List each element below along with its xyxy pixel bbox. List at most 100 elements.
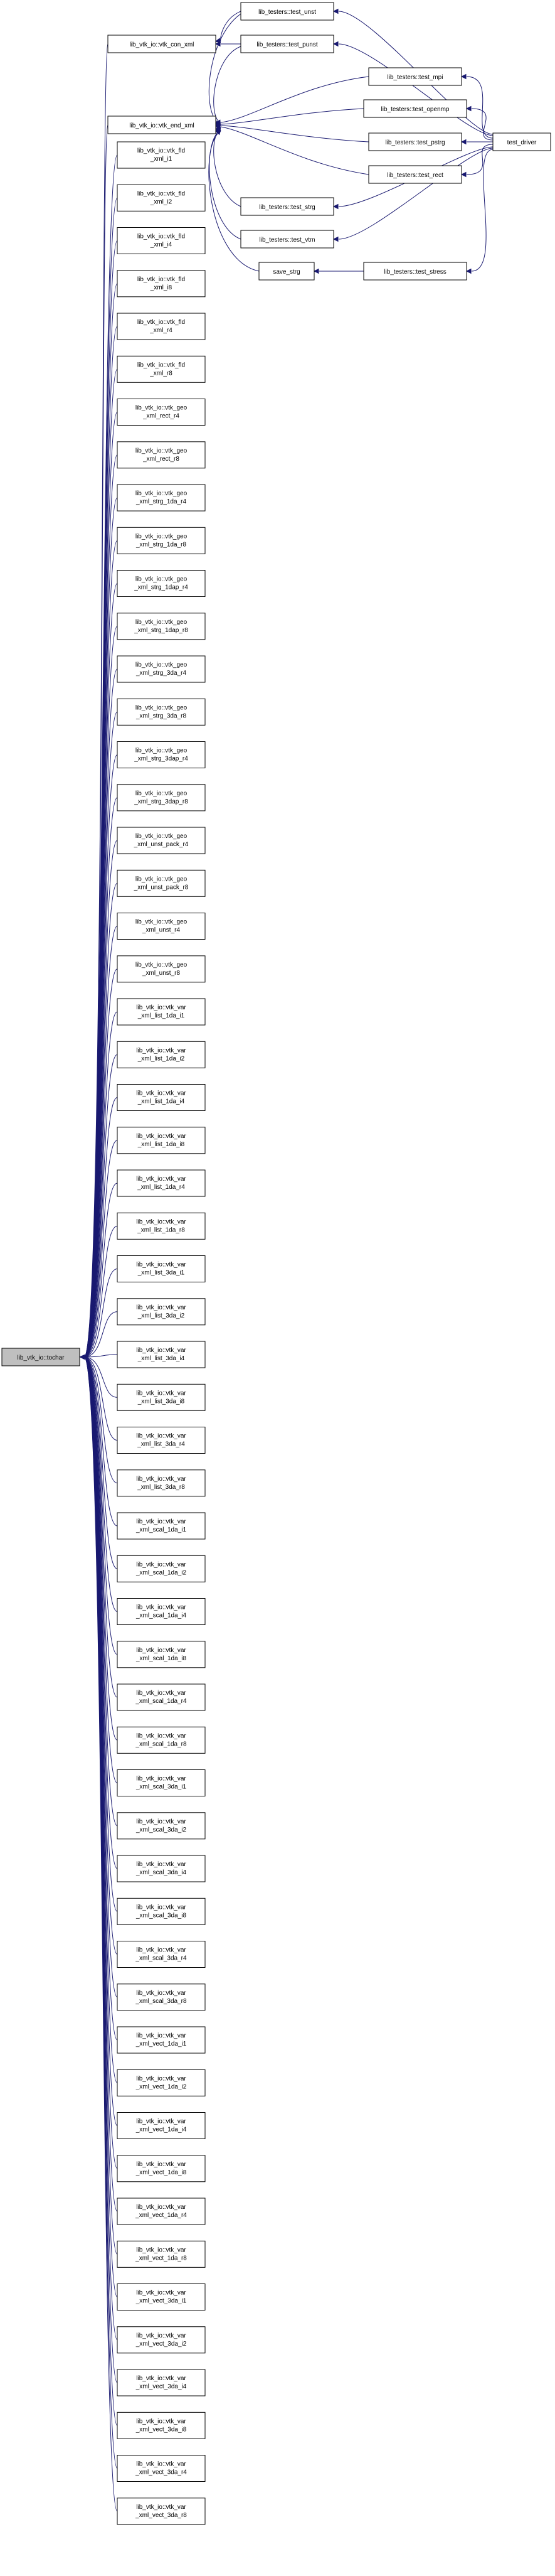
node-left-31[interactable]: lib_vtk_io::vtk_var_xml_list_3da_r4: [117, 1427, 206, 1454]
node-left-42[interactable]: lib_vtk_io::vtk_var_xml_scal_3da_i8: [117, 1897, 206, 1925]
node-test-openmp[interactable]: lib_testers::test_openmp: [363, 99, 467, 118]
node-left-28-label-1: lib_vtk_io::vtk_var: [136, 1304, 186, 1311]
node-tochar[interactable]: lib_vtk_io::tochar: [1, 1348, 80, 1366]
node-left-5[interactable]: lib_vtk_io::vtk_fld_xml_r4: [117, 313, 206, 340]
edge-test-strg-to-vtk-end-xml: [213, 128, 241, 207]
node-left-47-label-2: _xml_vect_1da_i4: [135, 2127, 187, 2133]
node-test-stress[interactable]: lib_testers::test_stress: [363, 262, 467, 281]
node-left-7[interactable]: lib_vtk_io::vtk_geo_xml_rect_r4: [117, 399, 206, 426]
node-left-14[interactable]: lib_vtk_io::vtk_geo_xml_strg_3da_r8: [117, 698, 206, 726]
node-left-6[interactable]: lib_vtk_io::vtk_fld_xml_r8: [117, 355, 206, 383]
node-left-20[interactable]: lib_vtk_io::vtk_geo_xml_unst_r8: [117, 955, 206, 983]
node-test-rect[interactable]: lib_testers::test_rect: [368, 165, 462, 184]
node-left-3[interactable]: lib_vtk_io::vtk_fld_xml_i4: [117, 227, 206, 254]
node-left-31-label-2: _xml_list_3da_r4: [137, 1441, 185, 1448]
node-left-29[interactable]: lib_vtk_io::vtk_var_xml_list_3da_i4: [117, 1341, 206, 1368]
node-left-13[interactable]: lib_vtk_io::vtk_geo_xml_strg_3da_r4: [117, 655, 206, 683]
node-left-52-label-2: _xml_vect_3da_i2: [135, 2341, 187, 2348]
node-left-38-label-2: _xml_scal_1da_r8: [135, 1741, 187, 1747]
node-left-2-label-2: _xml_i2: [150, 198, 172, 205]
node-test-unst[interactable]: lib_testers::test_unst: [240, 2, 334, 21]
node-left-25[interactable]: lib_vtk_io::vtk_var_xml_list_1da_r4: [117, 1169, 206, 1197]
edge-test-driver-to-test-openmp-arrowhead: [465, 105, 472, 112]
node-left-26-label-1: lib_vtk_io::vtk_var: [136, 1218, 186, 1225]
node-left-53-label-1: lib_vtk_io::vtk_var: [136, 2375, 186, 2382]
node-left-56-label-1: lib_vtk_io::vtk_var: [136, 2504, 186, 2511]
node-left-26[interactable]: lib_vtk_io::vtk_var_xml_list_1da_r8: [117, 1212, 206, 1240]
node-left-35[interactable]: lib_vtk_io::vtk_var_xml_scal_1da_i4: [117, 1598, 206, 1625]
node-left-44[interactable]: lib_vtk_io::vtk_var_xml_scal_3da_r8: [117, 1983, 206, 2011]
node-left-46-label-1: lib_vtk_io::vtk_var: [136, 2075, 186, 2082]
node-left-41[interactable]: lib_vtk_io::vtk_var_xml_scal_3da_i4: [117, 1855, 206, 1882]
node-left-49-label-1: lib_vtk_io::vtk_var: [136, 2204, 186, 2211]
node-left-11[interactable]: lib_vtk_io::vtk_geo_xml_strg_1dap_r4: [117, 570, 206, 597]
node-left-1-label-1: lib_vtk_io::vtk_fld: [137, 148, 185, 154]
node-left-16[interactable]: lib_vtk_io::vtk_geo_xml_strg_3dap_r8: [117, 784, 206, 812]
node-left-16-label-2: _xml_strg_3dap_r8: [134, 798, 188, 805]
node-left-36[interactable]: lib_vtk_io::vtk_var_xml_scal_1da_i8: [117, 1641, 206, 1668]
node-test-vtm[interactable]: lib_testers::test_vtm: [240, 230, 334, 249]
node-left-18[interactable]: lib_vtk_io::vtk_geo_xml_unst_pack_r8: [117, 869, 206, 897]
node-left-15[interactable]: lib_vtk_io::vtk_geo_xml_strg_3dap_r4: [117, 741, 206, 768]
node-left-1[interactable]: lib_vtk_io::vtk_fld_xml_i1: [117, 141, 206, 169]
node-left-24[interactable]: lib_vtk_io::vtk_var_xml_list_1da_i8: [117, 1127, 206, 1154]
node-left-30[interactable]: lib_vtk_io::vtk_var_xml_list_3da_i8: [117, 1383, 206, 1411]
node-left-47[interactable]: lib_vtk_io::vtk_var_xml_vect_1da_i4: [117, 2112, 206, 2139]
node-left-50[interactable]: lib_vtk_io::vtk_var_xml_vect_1da_r8: [117, 2240, 206, 2268]
node-left-33[interactable]: lib_vtk_io::vtk_var_xml_scal_1da_i1: [117, 1512, 206, 1540]
node-test-mpi[interactable]: lib_testers::test_mpi: [368, 67, 462, 86]
node-left-39-label-2: _xml_scal_3da_i1: [135, 1784, 186, 1791]
node-left-54[interactable]: lib_vtk_io::vtk_var_xml_vect_3da_i8: [117, 2412, 206, 2439]
node-left-37[interactable]: lib_vtk_io::vtk_var_xml_scal_1da_r4: [117, 1683, 206, 1711]
node-test-stress-label: lib_testers::test_stress: [384, 269, 446, 276]
node-left-50-label-1: lib_vtk_io::vtk_var: [136, 2246, 186, 2253]
node-left-51[interactable]: lib_vtk_io::vtk_var_xml_vect_3da_i1: [117, 2284, 206, 2310]
node-left-56[interactable]: lib_vtk_io::vtk_var_xml_vect_3da_r8: [117, 2498, 206, 2525]
node-left-28[interactable]: lib_vtk_io::vtk_var_xml_list_3da_i2: [117, 1298, 206, 1326]
node-left-39[interactable]: lib_vtk_io::vtk_var_xml_scal_3da_i1: [117, 1769, 206, 1796]
node-left-22[interactable]: lib_vtk_io::vtk_var_xml_list_1da_i2: [117, 1041, 206, 1068]
node-left-55[interactable]: lib_vtk_io::vtk_var_xml_vect_3da_r4: [117, 2455, 206, 2482]
node-left-12-label-2: _xml_strg_1dap_r8: [134, 627, 188, 634]
node-left-45[interactable]: lib_vtk_io::vtk_var_xml_vect_1da_i1: [117, 2026, 206, 2054]
node-left-9[interactable]: lib_vtk_io::vtk_geo_xml_strg_1da_r4: [117, 484, 206, 512]
node-left-33-label-2: _xml_scal_1da_i1: [135, 1527, 186, 1533]
node-vtk-end-xml[interactable]: lib_vtk_io::vtk_end_xml: [107, 115, 216, 134]
node-left-34[interactable]: lib_vtk_io::vtk_var_xml_scal_1da_i2: [117, 1555, 206, 1582]
node-left-36-label-2: _xml_scal_1da_i8: [135, 1655, 186, 1662]
node-test-strg[interactable]: lib_testers::test_strg: [240, 197, 334, 216]
node-vtk-con-xml[interactable]: lib_vtk_io::vtk_con_xml: [107, 35, 216, 53]
node-left-17[interactable]: lib_vtk_io::vtk_geo_xml_unst_pack_r4: [117, 827, 206, 854]
edge-test-pstrg-to-vtk-end-xml: [220, 125, 369, 142]
node-left-48[interactable]: lib_vtk_io::vtk_var_xml_vect_1da_i8: [117, 2155, 206, 2182]
node-left-5-label-1: lib_vtk_io::vtk_fld: [137, 319, 185, 326]
node-test-punst[interactable]: lib_testers::test_punst: [240, 35, 334, 53]
node-left-16-label-1: lib_vtk_io::vtk_geo: [135, 790, 188, 797]
node-left-2[interactable]: lib_vtk_io::vtk_fld_xml_i2: [117, 184, 206, 212]
node-left-49[interactable]: lib_vtk_io::vtk_var_xml_vect_1da_r4: [117, 2198, 206, 2225]
edge-test-driver-to-test-pstrg-arrowhead: [460, 139, 467, 145]
node-left-21[interactable]: lib_vtk_io::vtk_var_xml_list_1da_i1: [117, 998, 206, 1026]
node-test-pstrg[interactable]: lib_testers::test_pstrg: [368, 132, 462, 151]
node-test-rect-label: lib_testers::test_rect: [387, 172, 443, 179]
node-left-27[interactable]: lib_vtk_io::vtk_var_xml_list_3da_i1: [117, 1255, 206, 1282]
node-save-strg[interactable]: save_strg: [258, 262, 315, 281]
node-left-43[interactable]: lib_vtk_io::vtk_var_xml_scal_3da_r4: [117, 1941, 206, 1968]
node-test-driver[interactable]: test_driver: [492, 132, 551, 151]
node-left-23[interactable]: lib_vtk_io::vtk_var_xml_list_1da_i4: [117, 1084, 206, 1111]
node-left-10[interactable]: lib_vtk_io::vtk_geo_xml_strg_1da_r8: [117, 527, 206, 554]
node-left-19[interactable]: lib_vtk_io::vtk_geo_xml_unst_r4: [117, 913, 206, 940]
node-left-44-label-2: _xml_scal_3da_r8: [135, 1998, 187, 2005]
node-left-52[interactable]: lib_vtk_io::vtk_var_xml_vect_3da_i2: [117, 2326, 206, 2354]
node-left-38[interactable]: lib_vtk_io::vtk_var_xml_scal_1da_r8: [117, 1726, 206, 1754]
node-left-32[interactable]: lib_vtk_io::vtk_var_xml_list_3da_r8: [117, 1469, 206, 1497]
node-left-40[interactable]: lib_vtk_io::vtk_var_xml_scal_3da_i2: [117, 1812, 206, 1840]
node-left-8[interactable]: lib_vtk_io::vtk_geo_xml_rect_r8: [117, 441, 206, 469]
node-left-53[interactable]: lib_vtk_io::vtk_var_xml_vect_3da_i4: [117, 2369, 206, 2396]
node-left-8-label-2: _xml_rect_r8: [142, 456, 179, 463]
edge-test-driver-to-test-openmp: [471, 108, 494, 141]
node-save-strg-label: save_strg: [273, 269, 300, 276]
node-left-4[interactable]: lib_vtk_io::vtk_fld_xml_i8: [117, 270, 206, 298]
node-left-46[interactable]: lib_vtk_io::vtk_var_xml_vect_1da_i2: [117, 2069, 206, 2096]
node-left-12[interactable]: lib_vtk_io::vtk_geo_xml_strg_1dap_r8: [117, 613, 206, 640]
